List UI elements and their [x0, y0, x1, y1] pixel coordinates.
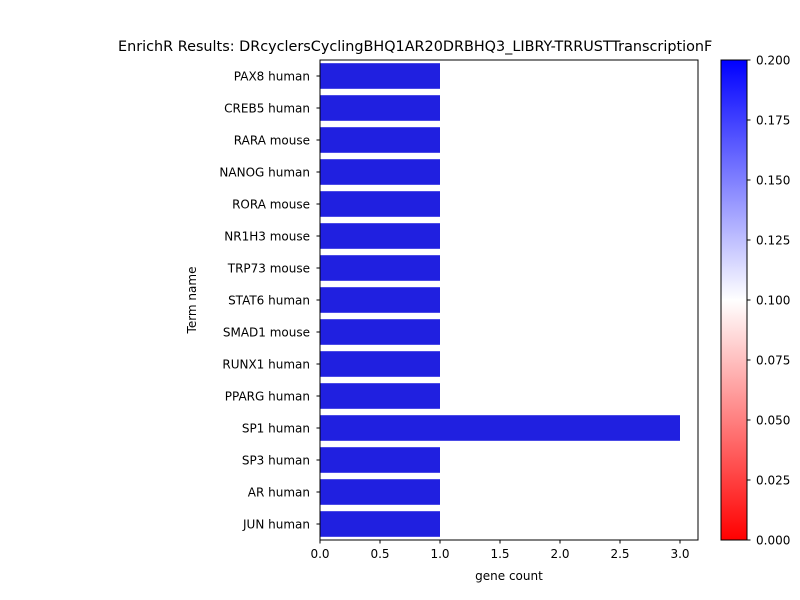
bar-nr1h3-mouse [320, 223, 440, 249]
bar-trp73-mouse [320, 255, 440, 281]
y-tick-label: CREB5 human [224, 102, 310, 116]
bar-smad1-mouse [320, 319, 440, 345]
y-axis-ticks: PAX8 human CREB5 human RARA mouse NANOG hum… [219, 70, 320, 532]
y-tick-label: JUN human [242, 518, 310, 532]
y-tick-label: RORA mouse [232, 198, 310, 212]
x-tick-label: 0.5 [370, 547, 389, 561]
y-tick-label: SP1 human [242, 422, 310, 436]
y-tick-label: AR human [248, 486, 310, 500]
colorbar [720, 59, 748, 541]
bar-runx1-human [320, 351, 440, 377]
bar-sp1-human [320, 415, 680, 441]
x-tick-label: 1.5 [490, 547, 509, 561]
y-tick-label: PPARG human [225, 390, 310, 404]
x-axis-label: gene count [475, 569, 543, 583]
y-tick-label: NANOG human [219, 166, 310, 180]
bar-creb5-human [320, 95, 440, 121]
y-tick-label: RARA mouse [234, 134, 310, 148]
bar-nanog-human [320, 159, 440, 185]
colorbar-tick-label: 0.125 [756, 234, 790, 248]
bar-ar-human [320, 479, 440, 505]
bar-pax8-human [320, 63, 440, 89]
x-axis-ticks: 0.0 0.5 1.0 1.5 2.0 2.5 3.0 [310, 540, 690, 561]
y-axis-label: Term name [185, 267, 199, 335]
x-tick-label: 2.5 [610, 547, 629, 561]
x-tick-label: 2.0 [550, 547, 569, 561]
bar-rara-mouse [320, 127, 440, 153]
colorbar-tick-label: 0.175 [756, 114, 790, 128]
colorbar-tick-label: 0.100 [756, 294, 790, 308]
y-tick-label: SP3 human [242, 454, 310, 468]
colorbar-tick-label: 0.000 [756, 534, 790, 548]
colorbar-tick-label: 0.025 [756, 474, 790, 488]
colorbar-tick-label: 0.075 [756, 354, 790, 368]
bar-pparg-human [320, 383, 440, 409]
y-tick-label: PAX8 human [234, 70, 310, 84]
chart-title: EnrichR Results: DRcyclersCyclingBHQ1AR2… [118, 39, 712, 55]
bar-jun-human [320, 511, 440, 537]
y-tick-label: STAT6 human [228, 294, 310, 308]
colorbar-tick-label: 0.200 [756, 54, 790, 68]
y-tick-label: TRP73 mouse [227, 262, 310, 276]
x-tick-label: 1.0 [430, 547, 449, 561]
bars-group [320, 63, 680, 537]
x-tick-label: 0.0 [310, 547, 329, 561]
colorbar-tick-label: 0.050 [756, 414, 790, 428]
bar-stat6-human [320, 287, 440, 313]
bar-sp3-human [320, 447, 440, 473]
x-tick-label: 3.0 [670, 547, 689, 561]
plot-area-frame [319, 59, 699, 541]
colorbar-ticks: 0.000 0.025 0.050 0.075 0.100 0.125 0.150 0.175… [747, 54, 790, 548]
y-tick-label: SMAD1 mouse [223, 326, 310, 340]
bar-rora-mouse [320, 191, 440, 217]
y-tick-label: RUNX1 human [222, 358, 310, 372]
colorbar-tick-label: 0.150 [756, 174, 790, 188]
y-tick-label: NR1H3 mouse [224, 230, 310, 244]
